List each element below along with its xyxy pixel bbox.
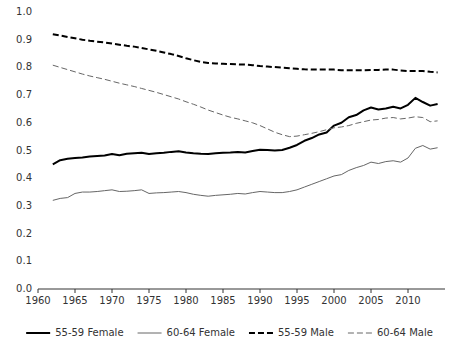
x-tick-label: 1995 [284, 295, 309, 306]
x-tick [334, 289, 335, 293]
x-tick [38, 289, 39, 293]
x-tick [112, 289, 113, 293]
y-tick-label: 0.8 [16, 61, 32, 72]
x-tick [408, 289, 409, 293]
legend-item: 55-59 Female [26, 327, 123, 338]
x-tick-label: 1975 [136, 295, 161, 306]
y-tick-label: 1.0 [16, 6, 32, 17]
y-tick-label: 0.2 [16, 228, 32, 239]
x-tick [75, 289, 76, 293]
x-axis-line [38, 289, 445, 290]
x-tick [186, 289, 187, 293]
y-tick-label: 0.5 [16, 145, 32, 156]
x-tick [371, 289, 372, 293]
series-line [53, 65, 438, 136]
legend: 55-59 Female 60-64 Female 55-59 Male 60-64 … [26, 327, 433, 338]
x-tick-label: 1990 [247, 295, 272, 306]
y-tick-label: 0.1 [16, 255, 32, 266]
x-tick [149, 289, 150, 293]
legend-item: 60-64 Male [348, 327, 433, 338]
x-tick-label: 2005 [358, 295, 383, 306]
series-line [53, 146, 438, 201]
y-tick-label: 0.6 [16, 117, 32, 128]
x-tick [223, 289, 224, 293]
legend-swatch [26, 332, 50, 334]
series-line [53, 34, 438, 72]
x-tick-label: 1985 [210, 295, 235, 306]
legend-label: 60-64 Male [377, 327, 433, 338]
legend-label: 60-64 Female [167, 327, 235, 338]
x-tick [297, 289, 298, 293]
x-tick-label: 1970 [99, 295, 124, 306]
series-line [53, 98, 438, 164]
y-tick-label: 0.9 [16, 34, 32, 45]
legend-swatch [249, 332, 273, 334]
legend-swatch [138, 333, 162, 334]
legend-item: 55-59 Male [249, 327, 334, 338]
legend-label: 55-59 Female [55, 327, 123, 338]
x-tick-label: 1980 [173, 295, 198, 306]
y-tick-label: 0.0 [16, 283, 32, 294]
y-tick-label: 0.7 [16, 89, 32, 100]
chart: 0.0 0.1 0.2 0.3 0.4 0.5 0.6 0.7 0.8 0.9 1.0 1960 196… [0, 0, 459, 351]
x-tick-label: 2000 [321, 295, 346, 306]
x-tick-label: 1960 [25, 295, 50, 306]
x-tick-label: 1965 [62, 295, 87, 306]
lines [53, 34, 438, 200]
legend-label: 55-59 Male [278, 327, 334, 338]
y-tick-label: 0.3 [16, 200, 32, 211]
x-tick [260, 289, 261, 293]
legend-swatch [348, 333, 372, 334]
y-tick-label: 0.4 [16, 172, 32, 183]
legend-item: 60-64 Female [138, 327, 235, 338]
x-tick-label: 2010 [395, 295, 420, 306]
